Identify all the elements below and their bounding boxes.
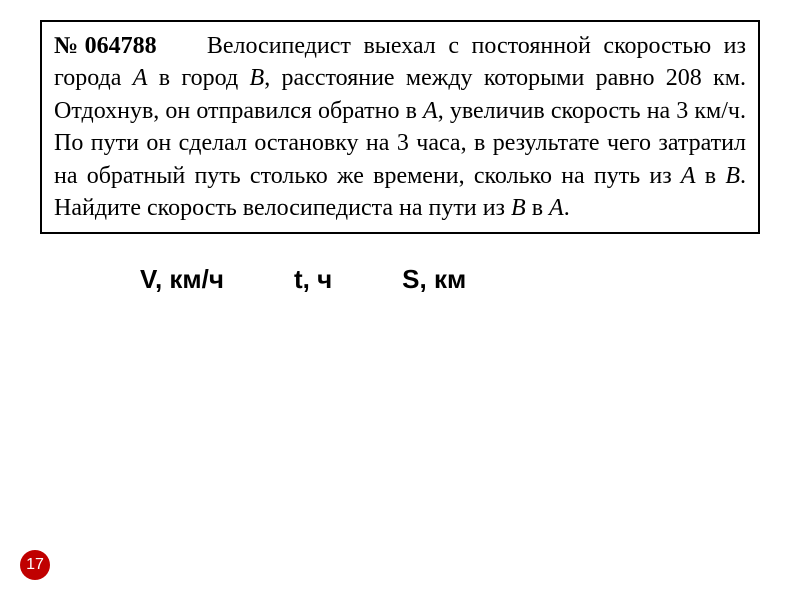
problem-text: №064788 Велосипедист выехал с постоянной…: [54, 30, 746, 224]
page-number-badge: 17: [20, 550, 50, 580]
text-part2: в город: [147, 65, 249, 91]
problem-box: №064788 Велосипедист выехал с постоянной…: [40, 20, 760, 234]
city-b3: В: [511, 195, 526, 221]
column-header-time: t, ч: [294, 264, 332, 295]
table-header-row: V, км/ч t, ч S, км: [140, 264, 760, 295]
column-header-distance: S, км: [402, 264, 466, 295]
text-part8: .: [564, 195, 570, 221]
city-a2: А: [423, 98, 438, 124]
city-a4: А: [549, 195, 564, 221]
page-number-text: 17: [26, 556, 44, 574]
problem-number: №064788: [54, 33, 157, 59]
city-a1: А: [133, 65, 148, 91]
text-part7: в: [526, 195, 549, 221]
city-a3: А: [681, 163, 696, 189]
text-part5: в: [696, 163, 726, 189]
city-b1: В: [250, 65, 265, 91]
city-b2: В: [725, 163, 740, 189]
column-header-velocity: V, км/ч: [140, 264, 224, 295]
